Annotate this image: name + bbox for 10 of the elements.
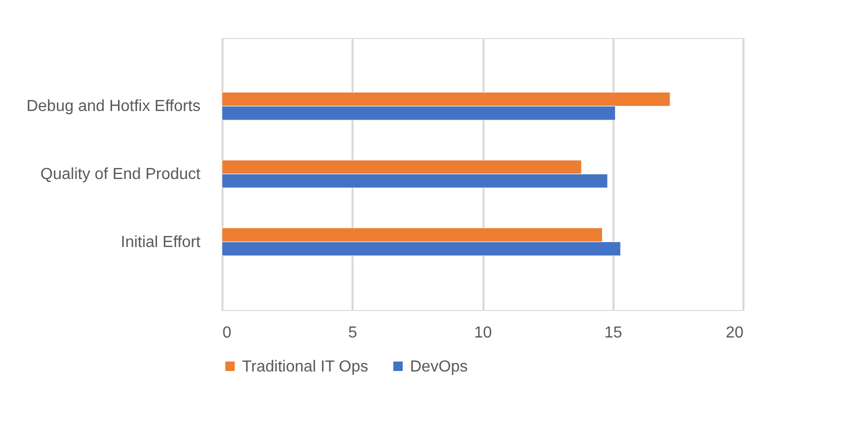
legend-label: DevOps xyxy=(410,358,468,376)
x-tick-label: 15 xyxy=(604,324,622,342)
y-tick-label: Debug and Hotfix Efforts xyxy=(26,98,200,116)
x-tick-label: 0 xyxy=(222,324,232,342)
x-tick-label: 20 xyxy=(726,324,744,342)
x-tick-label: 5 xyxy=(348,324,358,342)
y-tick-label: Quality of End Product xyxy=(40,166,202,183)
y-tick-label: Initial Effort xyxy=(120,234,202,251)
x-tick-label: 10 xyxy=(474,324,492,342)
legend-label: Traditional IT Ops xyxy=(242,358,368,376)
